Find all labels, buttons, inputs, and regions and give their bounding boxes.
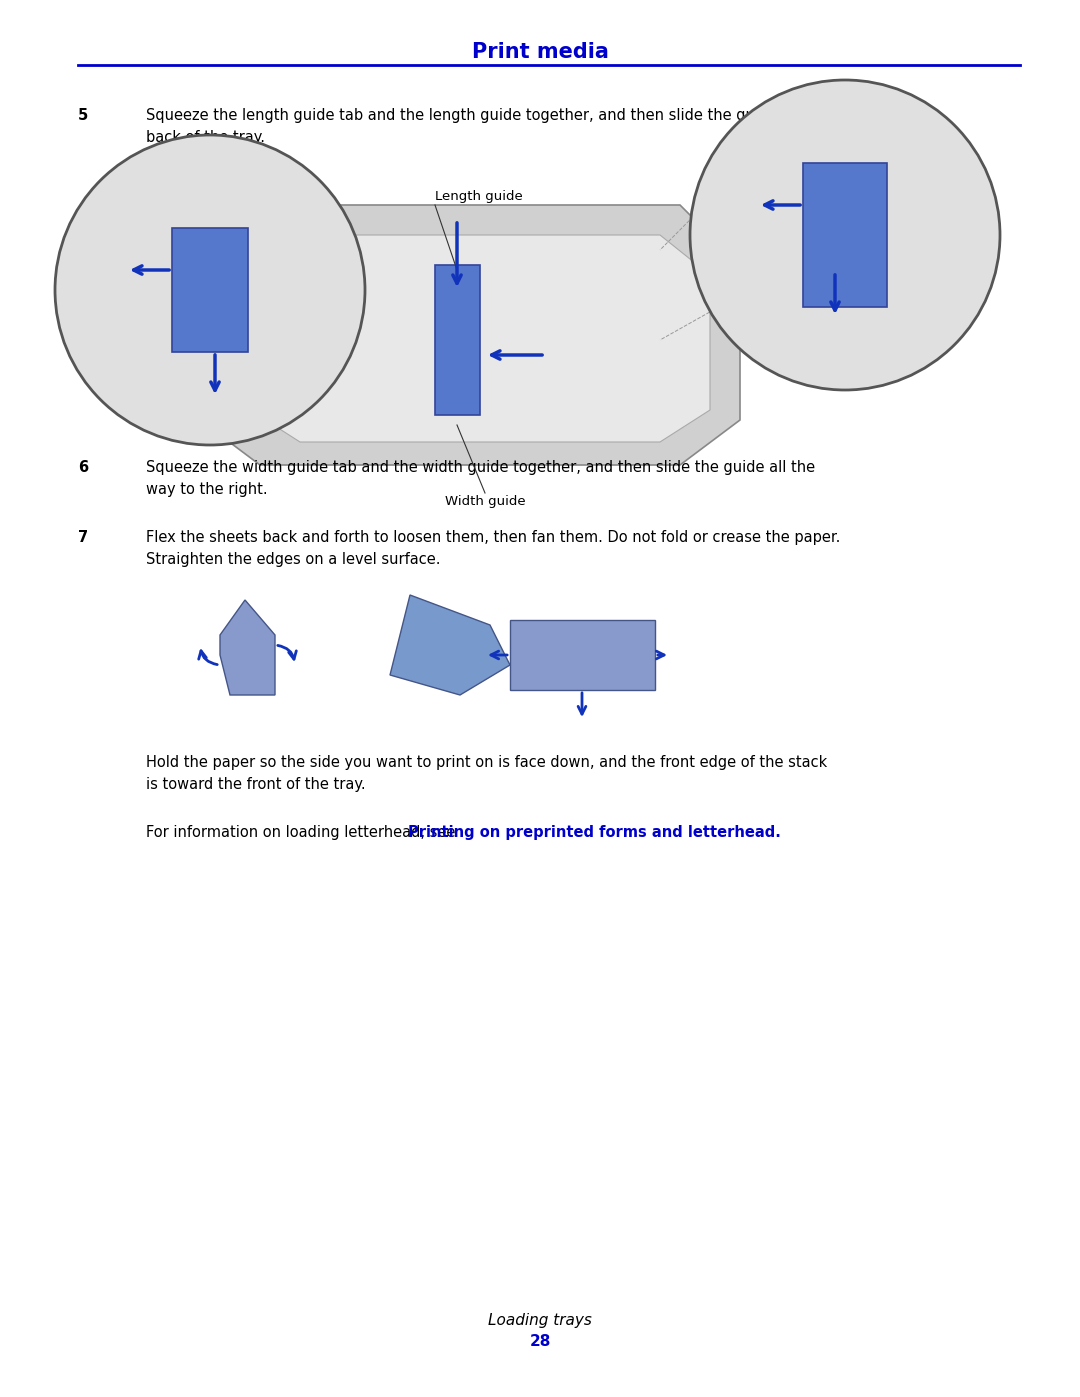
Text: Squeeze the length guide tab and the length guide together, and then slide the g: Squeeze the length guide tab and the len… (146, 108, 825, 145)
FancyBboxPatch shape (804, 163, 887, 307)
Polygon shape (249, 235, 710, 441)
Text: Print media: Print media (472, 42, 608, 61)
Ellipse shape (55, 136, 365, 446)
Text: Flex the sheets back and forth to loosen them, then fan them. Do not fold or cre: Flex the sheets back and forth to loosen… (146, 529, 840, 567)
Polygon shape (510, 620, 654, 690)
Text: 6: 6 (78, 460, 87, 475)
FancyBboxPatch shape (172, 228, 248, 352)
Polygon shape (200, 205, 740, 465)
Ellipse shape (690, 80, 1000, 390)
Polygon shape (220, 599, 275, 694)
Text: Hold the paper so the side you want to print on is face down, and the front edge: Hold the paper so the side you want to p… (146, 754, 827, 792)
Polygon shape (390, 595, 510, 694)
Text: 7: 7 (78, 529, 87, 545)
Text: Width guide: Width guide (445, 495, 525, 509)
Text: For information on loading letterhead, see: For information on loading letterhead, s… (146, 826, 460, 840)
FancyBboxPatch shape (435, 265, 480, 415)
Text: 28: 28 (529, 1334, 551, 1350)
Text: Loading trays: Loading trays (488, 1313, 592, 1327)
Text: 5: 5 (78, 108, 87, 123)
Text: Length guide: Length guide (435, 190, 523, 203)
Text: Printing on preprinted forms and letterhead.: Printing on preprinted forms and letterh… (407, 826, 781, 840)
Text: Squeeze the width guide tab and the width guide together, and then slide the gui: Squeeze the width guide tab and the widt… (146, 460, 815, 497)
